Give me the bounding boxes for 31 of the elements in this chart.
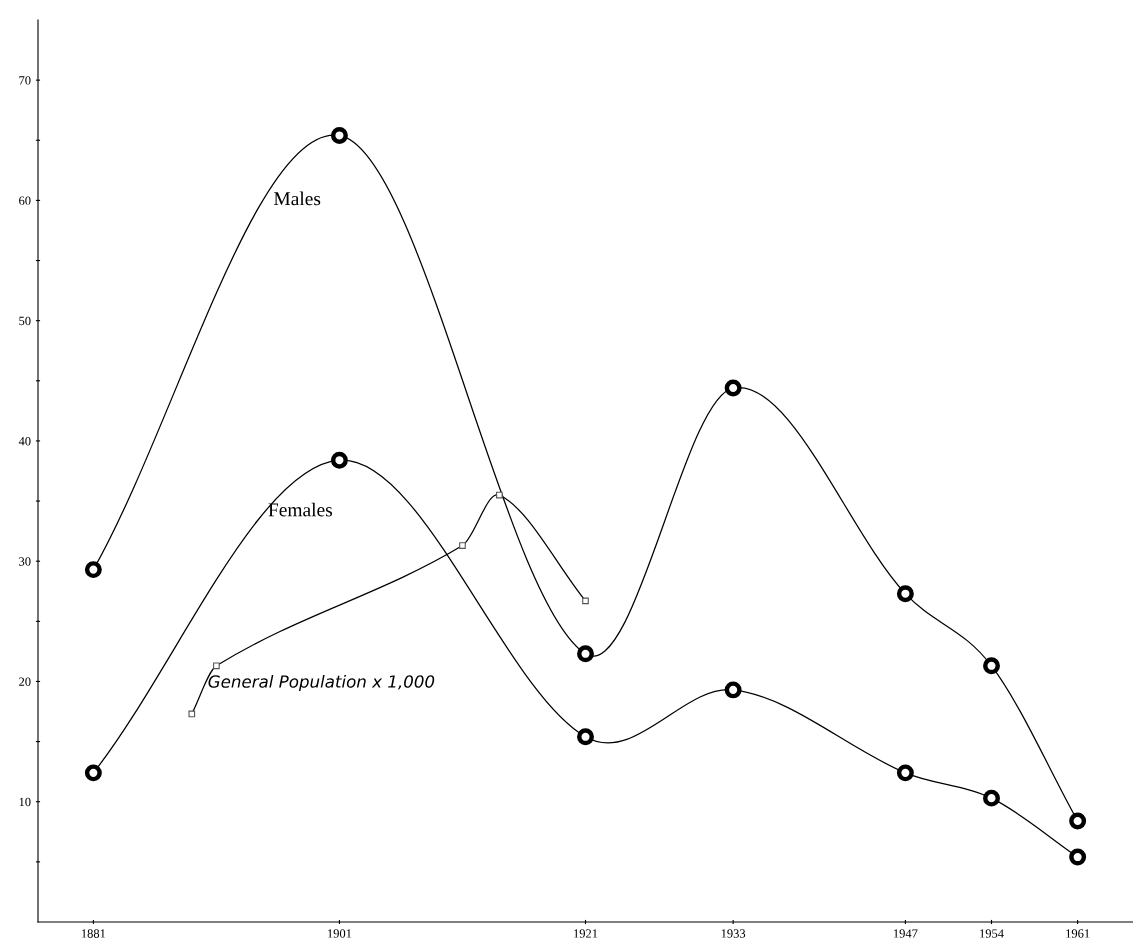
x-tick-label: 1933 [721,929,746,938]
series-label: General Population x 1,000 [208,674,435,692]
point [330,126,348,144]
x-tick-label: 1947 [893,929,918,938]
y-tick-label: 20 [19,677,31,686]
x-tick-label: 1921 [574,929,598,938]
point [84,561,102,579]
x-tick-label: 1954 [980,929,1004,938]
series-label: Males [273,191,321,206]
point [84,764,102,782]
point [983,657,1000,675]
point [1069,848,1087,866]
point [983,789,1000,807]
x-tick-label: 1961 [1066,929,1090,938]
point [330,451,348,469]
point [896,585,914,603]
point [1069,812,1087,830]
x-tick-label: 1881 [81,929,106,938]
y-tick-label: 50 [19,316,31,326]
y-tick-label: 10 [19,797,31,807]
x-tick-label: 1901 [328,929,352,938]
y-tick-label: 60 [19,196,31,205]
y-tick-label: 30 [19,557,31,566]
point [724,681,742,699]
point [724,379,742,397]
point [577,728,594,746]
point [896,764,914,782]
series-label: Females [268,502,333,517]
y-tick-label: 40 [18,436,31,446]
point [577,645,594,663]
y-tick-label: 70 [19,76,31,85]
